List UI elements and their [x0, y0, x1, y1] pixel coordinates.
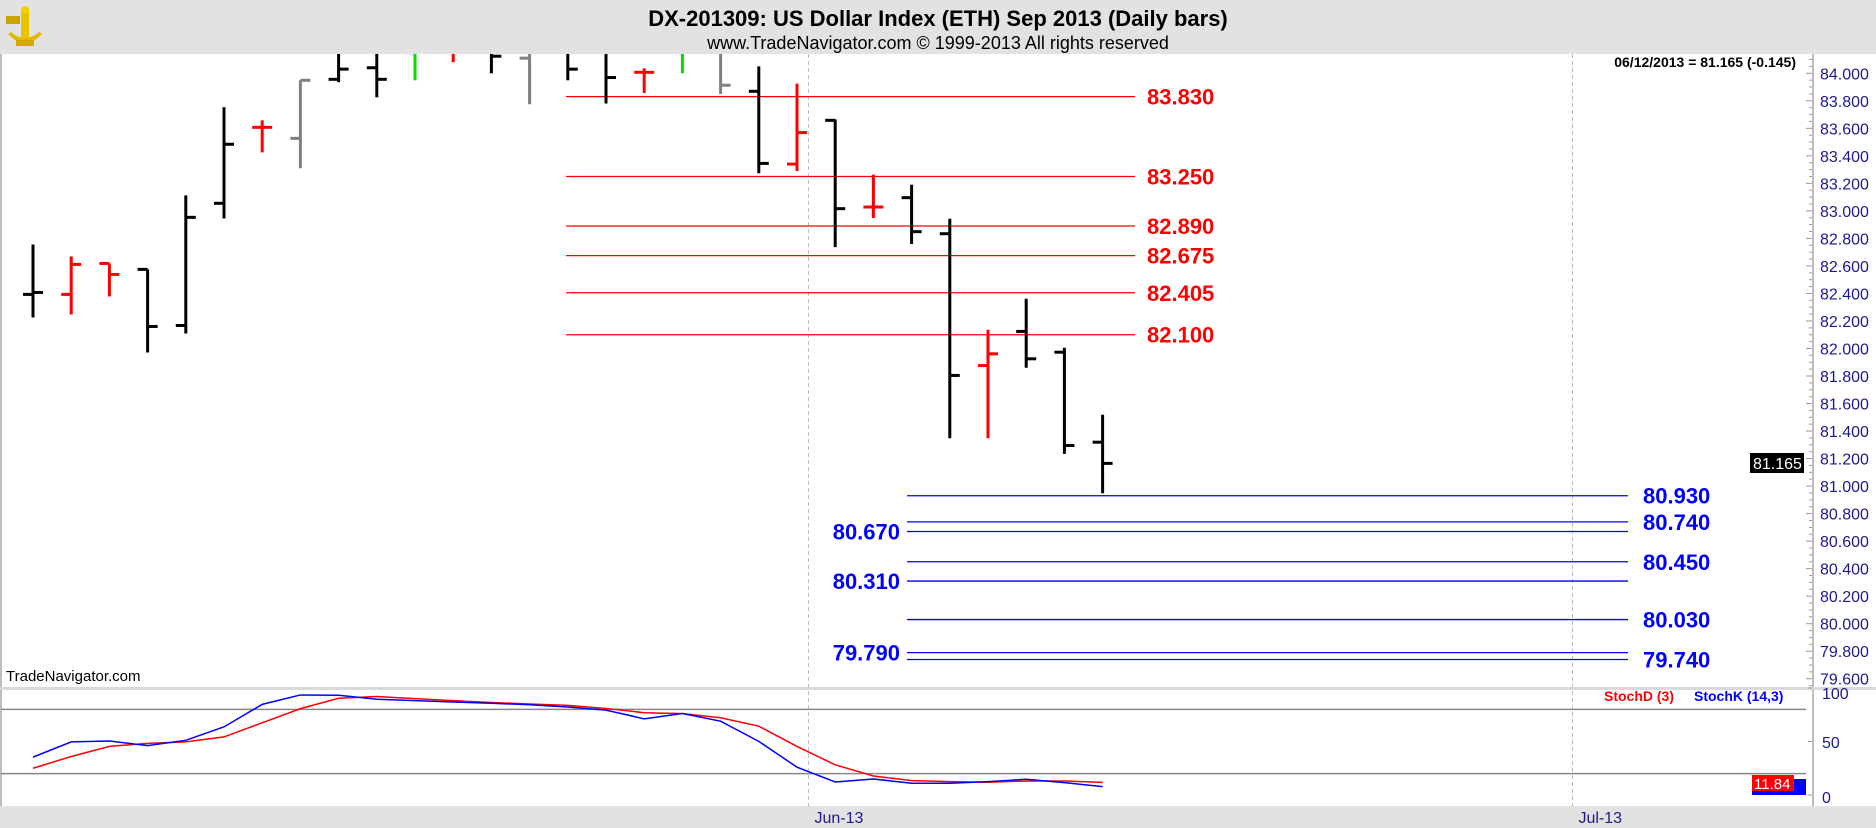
y-tick-label: 80.200 [1820, 589, 1869, 606]
ohlc-bar [23, 244, 43, 318]
ohlc-bar [489, 54, 502, 74]
ohlc-bar [719, 54, 731, 94]
ohlc-bar [366, 54, 387, 98]
ohlc-bar [680, 54, 684, 74]
y-tick-label: 81.600 [1820, 397, 1869, 414]
ohlc-bar [519, 54, 532, 105]
ohlc-bar [748, 66, 769, 174]
support-label: 79.790 [833, 641, 900, 666]
pane-divider[interactable] [0, 687, 1876, 690]
legend-stochd: StochD (3) [1604, 688, 1674, 704]
legend-stochk: StochK (14,3) [1694, 688, 1783, 704]
stochd-marker-label: 11.84 [1754, 776, 1790, 793]
stoch-axis: 100 50 0 [1808, 686, 1849, 807]
chart-subtitle: www.TradeNavigator.com © 1999-2013 All r… [706, 33, 1169, 53]
y-tick-label: 82.400 [1820, 286, 1869, 303]
y-tick-label: 80.400 [1820, 562, 1869, 579]
stoch-tick-label: 50 [1822, 735, 1840, 752]
support-label: 80.310 [833, 569, 900, 594]
resistance-label: 83.250 [1147, 164, 1214, 189]
ohlc-bar [175, 195, 196, 334]
ohlc-bar [61, 256, 82, 315]
support-label: 79.740 [1643, 647, 1710, 672]
price-axis[interactable]: 84.000 83.800 83.600 83.400 83.200 83.000 82.8… [1806, 59, 1869, 689]
y-tick-label: 80.000 [1820, 617, 1869, 634]
y-tick-label: 83.400 [1820, 149, 1869, 166]
ohlc-bar [451, 54, 455, 63]
ohlc-bar [137, 267, 158, 353]
ohlc-bar [1016, 298, 1037, 368]
y-tick-label: 79.600 [1820, 672, 1869, 689]
resistance-label: 82.405 [1147, 281, 1214, 306]
y-tick-label: 81.800 [1820, 369, 1869, 386]
support-label: 80.450 [1643, 550, 1710, 575]
quote-readout: 06/12/2013 = 81.165 (-0.145) [1614, 54, 1796, 70]
date-tick-label: Jun-13 [814, 810, 863, 827]
y-tick-label: 81.200 [1820, 452, 1869, 469]
last-price-label: 81.165 [1753, 456, 1802, 473]
y-tick-label: 83.800 [1820, 94, 1869, 111]
y-tick-label: 83.200 [1820, 176, 1869, 193]
y-tick-label: 81.000 [1820, 479, 1869, 496]
support-label: 80.930 [1643, 484, 1710, 509]
watermark: TradeNavigator.com [6, 668, 141, 685]
ohlc-bar [99, 261, 120, 297]
y-tick-label: 80.800 [1820, 507, 1869, 524]
resistance-label: 83.830 [1147, 85, 1214, 110]
ohlc-bar [978, 329, 998, 439]
resistance-label: 82.100 [1147, 323, 1214, 348]
ohlc-bar [787, 83, 807, 171]
y-tick-label: 82.000 [1820, 341, 1869, 358]
ohlc-bar [825, 118, 846, 248]
y-tick-label: 84.000 [1820, 66, 1869, 83]
stochastic-pane[interactable] [1, 690, 1876, 806]
ohlc-bar [1054, 347, 1075, 454]
y-tick-label: 82.600 [1820, 259, 1869, 276]
chart-title: DX-201309: US Dollar Index (ETH) Sep 201… [648, 6, 1228, 31]
resistance-label: 82.890 [1147, 214, 1214, 239]
ohlc-bar [1092, 414, 1113, 494]
ohlc-bar [566, 54, 578, 81]
resistance-label: 82.675 [1147, 244, 1214, 269]
price-pane[interactable] [1, 54, 1876, 687]
support-label: 80.670 [833, 520, 900, 545]
ohlc-bar [290, 78, 311, 169]
ohlc-bar [939, 218, 960, 439]
y-tick-label: 83.600 [1820, 121, 1869, 138]
price-levels: 83.830 83.250 82.890 82.675 82.405 82.100 80.9… [566, 85, 1710, 672]
logo-icon [6, 6, 42, 46]
ohlc-bar [863, 174, 884, 219]
y-tick-label: 82.200 [1820, 314, 1869, 331]
support-label: 80.030 [1643, 608, 1710, 633]
y-tick-label: 80.600 [1820, 534, 1869, 551]
ohlc-bar [405, 54, 417, 81]
ohlc-bar [901, 184, 922, 245]
ohlc-bar [634, 68, 655, 93]
stochastic-lines [32, 694, 1103, 788]
stochd-marker [1752, 775, 1794, 791]
month-gridlines [807, 54, 1573, 806]
y-tick-label: 83.000 [1820, 204, 1869, 221]
ohlc-bar [252, 120, 273, 153]
y-tick-label: 82.800 [1820, 231, 1869, 248]
ohlc-bar [604, 54, 616, 104]
stoch-tick-label: 100 [1822, 686, 1849, 703]
date-tick-label: Jul-13 [1578, 810, 1622, 827]
stoch-tick-label: 0 [1822, 790, 1831, 807]
ohlc-bars [23, 54, 1113, 494]
y-tick-label: 79.800 [1820, 644, 1869, 661]
last-price-marker: 81.165 [1750, 453, 1804, 473]
date-axis: Jun-13 Jul-13 [814, 810, 1622, 827]
y-tick-label: 81.400 [1820, 424, 1869, 441]
ohlc-bar [328, 54, 349, 83]
support-label: 80.740 [1643, 510, 1710, 535]
stoch-last-marker: 11.84 [1752, 775, 1806, 795]
ohlc-bar [214, 107, 234, 219]
